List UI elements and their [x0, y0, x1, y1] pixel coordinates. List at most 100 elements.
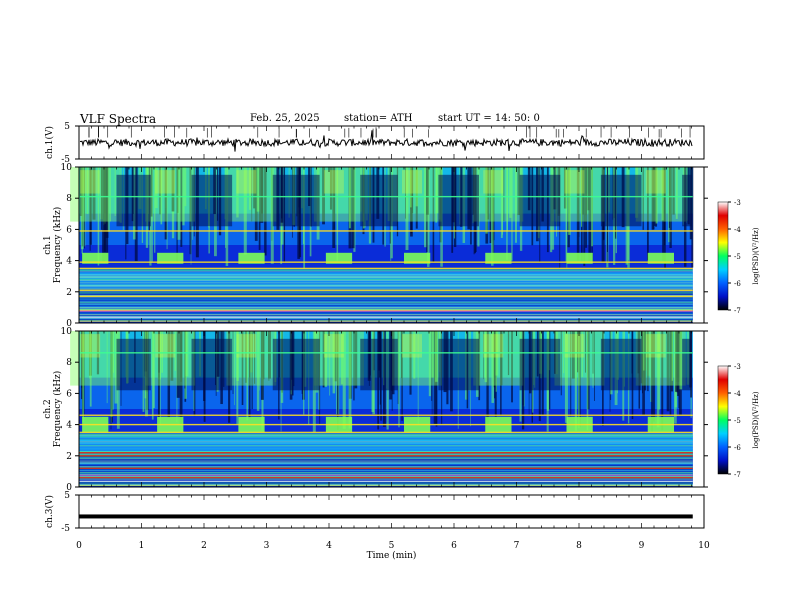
transmitter-block: [82, 252, 109, 264]
sferic-stripe: [157, 331, 160, 425]
noise-line: [79, 439, 693, 441]
sferic-stripe: [166, 167, 168, 250]
y-tick-label: 10: [61, 163, 73, 173]
noise-line: [79, 306, 693, 308]
sferic-stripe: [409, 167, 412, 208]
sferic-stripe: [500, 167, 503, 238]
sferic-stripe: [251, 167, 253, 222]
noise-line: [79, 316, 693, 317]
emission-burst: [70, 167, 121, 222]
colorbar-label: log(PSD)(V²/Hz): [752, 227, 760, 284]
x-tick-label: 6: [451, 541, 457, 551]
sferic-stripe: [250, 331, 253, 373]
noise-line: [79, 453, 693, 455]
colorbar-tick-label: -7: [734, 307, 741, 315]
sferic-stripe: [668, 167, 670, 228]
carrier-line: [79, 195, 693, 198]
emission-burst-core: [323, 334, 344, 358]
sferic-stripe: [566, 167, 568, 268]
sferic-stripe: [348, 331, 352, 429]
transmitter-block: [404, 252, 431, 264]
sferic-stripe: [258, 167, 261, 250]
noise-line: [79, 445, 693, 446]
sferic-stripe: [254, 167, 258, 241]
emission-burst-core: [645, 170, 666, 194]
y-tick-label: 5: [64, 491, 70, 501]
emission-burst: [145, 331, 196, 386]
x-tick-label: 7: [514, 541, 520, 551]
noise-line: [79, 318, 693, 319]
noise-line: [79, 446, 693, 448]
sferic-stripe: [340, 331, 343, 385]
sferic-stripe: [397, 331, 399, 405]
noise-line: [79, 453, 693, 454]
sferic-stripe: [160, 167, 163, 225]
noise-line: [79, 462, 693, 464]
quiet-gap: [682, 174, 692, 227]
noise-line: [79, 476, 693, 478]
waveform-trace: [79, 130, 693, 152]
noise-line: [79, 454, 693, 456]
noise-line: [79, 471, 693, 473]
emission-burst: [473, 331, 524, 386]
spectrogram-panel-ch2: [70, 330, 731, 488]
carrier-line: [79, 476, 693, 479]
emission-burst: [313, 167, 364, 222]
sferic-stripe: [585, 167, 588, 248]
emission-burst: [392, 331, 442, 386]
noise-line: [79, 270, 693, 271]
carrier-line: [79, 467, 693, 469]
sferic-stripe: [652, 167, 655, 230]
y-tick-label: 8: [66, 358, 72, 368]
noise-line: [79, 304, 693, 305]
chart-title: VLF Spectra: [80, 112, 157, 126]
transmitter-block: [566, 252, 593, 264]
noise-line: [79, 436, 693, 438]
noise-line: [79, 276, 693, 277]
noise-line: [79, 435, 693, 437]
colorbar-tick-label: -6: [734, 444, 741, 452]
sferic-stripe: [114, 167, 116, 217]
hum-line: [79, 310, 693, 312]
emission-burst: [635, 167, 686, 222]
transmitter-block: [485, 252, 512, 264]
sferic-stripe: [515, 167, 517, 243]
panel-frame: [78, 494, 705, 529]
sferic-stripe: [82, 167, 86, 247]
sferic-stripe: [176, 331, 180, 398]
sferic-stripe: [232, 331, 234, 395]
quiet-gap: [438, 338, 479, 391]
sferic-stripe: [581, 331, 583, 377]
noise-line: [79, 481, 693, 483]
y-tick-label: 4: [66, 257, 72, 267]
sferic-stripe: [644, 331, 647, 391]
sferic-stripe: [329, 331, 331, 396]
noise-line: [79, 476, 693, 477]
quiet-gap: [272, 174, 320, 227]
sferic-stripe: [491, 331, 494, 403]
noise-line: [79, 319, 693, 321]
noise-line: [79, 478, 693, 479]
transmitter-block: [325, 252, 353, 264]
noise-line: [79, 307, 693, 308]
sferic-stripe: [427, 167, 430, 267]
colorbar-tick-label: -4: [734, 390, 741, 398]
y-axis-label: ch.2: [43, 399, 53, 418]
quiet-gap: [438, 174, 479, 227]
emission-burst-core: [236, 170, 257, 194]
sferic-stripe: [405, 167, 406, 219]
sferic-stripe: [413, 331, 416, 379]
sferic-stripe: [484, 331, 488, 383]
y-axis-label: ch.1: [43, 235, 53, 254]
sferic-stripe: [105, 167, 109, 260]
sferic-stripe: [669, 167, 672, 249]
sferic-stripe: [582, 167, 585, 215]
noise-line: [79, 312, 693, 314]
sferic-stripe: [564, 331, 568, 423]
sferic-stripe: [517, 167, 520, 216]
sferic-stripe: [190, 167, 192, 265]
sferic-stripe: [260, 167, 264, 214]
noise-line: [79, 314, 693, 315]
sferic-stripe: [676, 331, 680, 382]
transmitter-block: [238, 252, 265, 264]
